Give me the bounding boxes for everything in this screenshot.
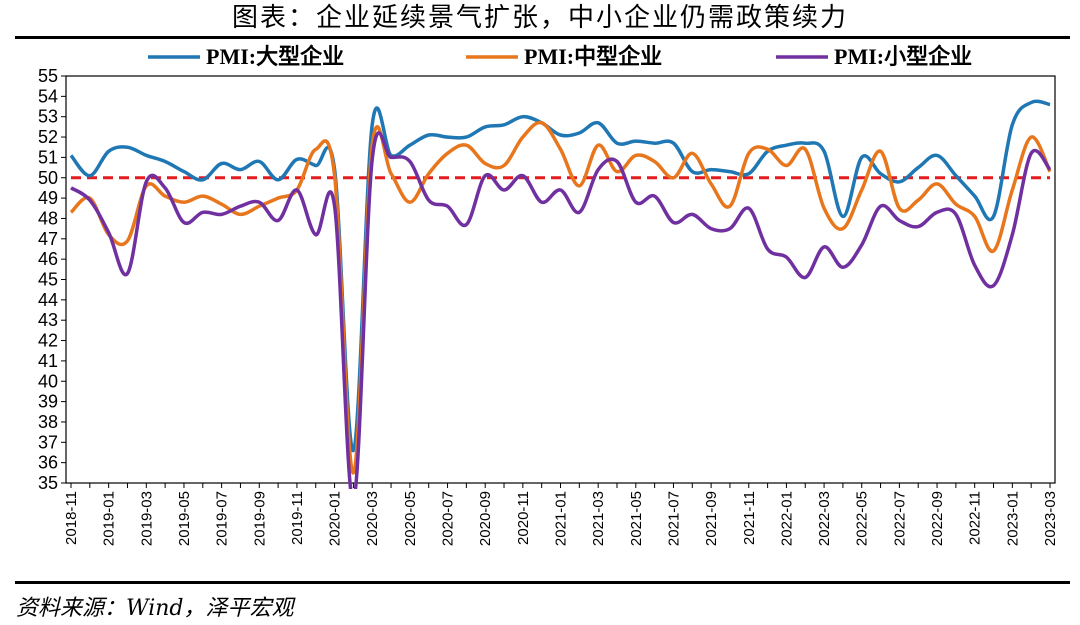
y-tick-label: 53 [38, 107, 58, 127]
y-tick-label: 51 [38, 147, 58, 167]
x-tick-label: 2019-05 [176, 491, 193, 546]
x-tick-label: 2020-11 [515, 491, 532, 545]
y-tick-label: 46 [38, 249, 58, 269]
x-tick-label: 2018-11 [63, 491, 80, 545]
y-tick-label: 50 [38, 168, 58, 188]
x-tick-label: 2020-03 [364, 491, 381, 546]
y-tick-label: 35 [38, 473, 58, 493]
x-tick-label: 2022-09 [929, 491, 946, 546]
y-tick-label: 38 [38, 412, 58, 432]
x-tick-label: 2020-09 [477, 491, 494, 546]
x-axis: 2018-11 2019-01 2019-03 2019-05 2019-07 2019-… [63, 483, 1059, 546]
x-tick-label: 2020-07 [440, 491, 457, 546]
y-tick-label: 42 [38, 331, 58, 351]
x-tick-label: 2023-03 [1042, 491, 1059, 546]
plot-border [65, 75, 1056, 484]
y-tick-label: 45 [38, 270, 58, 290]
x-tick-label: 2020-05 [402, 491, 419, 546]
x-tick-label: 2021-09 [703, 491, 720, 546]
series-lines [69, 99, 1052, 489]
bottom-rule [15, 581, 1070, 584]
x-tick-label: 2022-05 [854, 491, 871, 546]
y-tick-label: 54 [38, 86, 58, 106]
x-tick-label: 2021-03 [590, 491, 607, 546]
legend-label-large: PMI:大型企业 [206, 44, 344, 69]
x-tick-label: 2022-07 [891, 491, 908, 546]
x-tick-label: 2023-01 [1004, 491, 1021, 546]
y-tick-label: 36 [38, 453, 58, 473]
y-tick-label: 37 [38, 432, 58, 452]
y-tick-label: 55 [38, 66, 58, 86]
source-note: 资料来源：Wind，泽平宏观 [16, 596, 294, 621]
series-line-medium [69, 120, 1052, 475]
x-tick-label: 2020-01 [327, 491, 344, 546]
x-tick-label: 2019-11 [289, 491, 306, 545]
x-tick-label: 2021-01 [553, 491, 570, 546]
y-tick-label: 52 [38, 127, 58, 147]
y-axis: 3536373839404142434445464748495051525354… [38, 66, 66, 493]
x-tick-label: 2019-09 [251, 491, 268, 546]
series-line-small [70, 131, 1052, 489]
x-tick-label: 2022-01 [778, 491, 795, 546]
x-tick-label: 2019-01 [101, 491, 118, 546]
x-tick-label: 2021-07 [665, 491, 682, 546]
y-tick-label: 47 [38, 229, 58, 249]
x-tick-label: 2019-07 [214, 491, 231, 546]
legend: PMI:大型企业 PMI:中型企业 PMI:小型企业 [148, 44, 972, 69]
legend-label-small: PMI:小型企业 [834, 44, 972, 69]
y-tick-label: 40 [38, 371, 58, 391]
y-tick-label: 39 [38, 392, 58, 412]
y-tick-label: 43 [38, 310, 58, 330]
y-tick-label: 48 [38, 208, 58, 228]
top-rule [15, 36, 1070, 39]
x-tick-label: 2022-03 [816, 491, 833, 546]
y-tick-label: 41 [38, 351, 58, 371]
chart-title: 图表：企业延续景气扩张，中小企业仍需政策续力 [231, 3, 848, 33]
y-tick-label: 44 [38, 290, 58, 310]
legend-label-medium: PMI:中型企业 [524, 44, 662, 69]
x-tick-label: 2022-11 [967, 491, 984, 545]
x-tick-label: 2021-05 [628, 491, 645, 546]
x-tick-label: 2021-11 [741, 491, 758, 545]
x-tick-label: 2019-03 [138, 491, 155, 546]
series-line-large [69, 99, 1051, 453]
plot-frame [65, 75, 1056, 484]
y-tick-label: 49 [38, 188, 58, 208]
